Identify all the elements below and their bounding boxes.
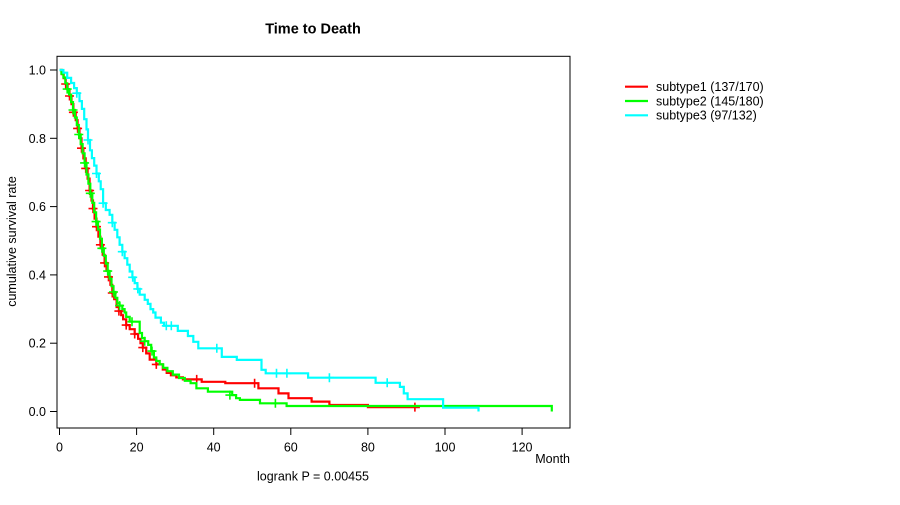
series-layer <box>59 68 553 412</box>
x-axis-title: Month <box>535 452 570 466</box>
x-axis-tick-label: 80 <box>361 441 375 455</box>
y-axis-tick-label: 0.2 <box>29 337 46 351</box>
y-axis-tick-label: 1.0 <box>29 64 46 78</box>
censor-marks-subtype3 <box>72 88 392 388</box>
x-axis-tick-label: 120 <box>512 441 533 455</box>
legend-label-subtype3: subtype3 (97/132) <box>656 109 757 123</box>
chart-title: Time to Death <box>265 22 361 38</box>
axes-layer: 0 20 40 60 80 100 120 0.0 0.2 0.4 0.6 0.8 1.0 <box>29 55 571 455</box>
y-axis-tick-label: 0.6 <box>29 200 46 214</box>
survival-curve-subtype2 <box>59 68 553 412</box>
logrank-p-value: logrank P = 0.00455 <box>257 470 369 484</box>
x-axis-tick-label: 60 <box>284 441 298 455</box>
y-axis-tick-label: 0.4 <box>29 268 46 282</box>
x-axis-tick-label: 100 <box>435 441 456 455</box>
y-axis-tick-label: 0.8 <box>29 132 46 146</box>
plot-box <box>56 55 571 429</box>
x-axis-tick-label: 20 <box>130 441 144 455</box>
legend-label-subtype1: subtype1 (137/170) <box>656 80 764 94</box>
y-axis-title: cumulative survival rate <box>5 176 19 307</box>
y-axis-tick-label: 0.0 <box>29 405 46 419</box>
survival-curve-subtype1 <box>59 68 420 409</box>
censor-marks-subtype1 <box>61 79 420 412</box>
survival-curve-subtype3 <box>59 68 480 412</box>
legend-label-subtype2: subtype2 (145/180) <box>656 94 764 108</box>
censor-marks-subtype2 <box>62 84 280 408</box>
x-axis-tick-label: 40 <box>207 441 221 455</box>
legend: subtype1 (137/170)subtype2 (145/180)subt… <box>625 80 764 123</box>
x-axis-tick-label: 0 <box>56 441 63 455</box>
